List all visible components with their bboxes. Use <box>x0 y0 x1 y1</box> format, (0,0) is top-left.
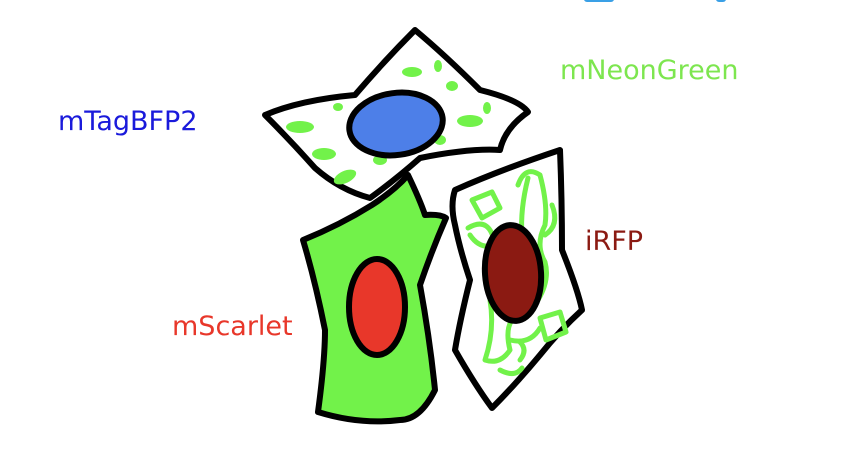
spot-5 <box>402 67 422 77</box>
mito-6 <box>482 297 515 364</box>
spot-9 <box>483 102 491 114</box>
label-irfp: iRFP <box>585 226 644 257</box>
mitochondria <box>465 169 569 376</box>
spot-2 <box>312 148 336 160</box>
green-cell <box>300 172 449 425</box>
label-mscarlet: mScarlet <box>172 311 293 342</box>
spot-3 <box>333 169 357 185</box>
spot-8 <box>457 115 483 127</box>
mito-9 <box>497 365 525 376</box>
spot-7 <box>446 81 458 91</box>
spot-1 <box>286 121 314 133</box>
right-cell <box>449 147 585 411</box>
cropped-heading-fragment <box>584 0 614 2</box>
green-cell-nucleus <box>346 256 408 358</box>
cropped-heading-fragment <box>716 0 726 2</box>
spot-4 <box>333 103 343 111</box>
mito-3 <box>515 169 549 303</box>
mito-1 <box>469 189 503 221</box>
mito-7 <box>507 325 543 344</box>
label-mneongreen: mNeonGreen <box>560 55 739 86</box>
mito-5 <box>542 202 558 238</box>
top-nucleus <box>346 89 446 159</box>
spot-6 <box>434 60 442 72</box>
label-mtagbfp2: mTagBFP2 <box>58 106 198 137</box>
right-cell-nucleus <box>481 222 545 324</box>
mito-8 <box>537 309 569 343</box>
top-cell <box>262 27 531 201</box>
mito-10 <box>517 339 527 363</box>
